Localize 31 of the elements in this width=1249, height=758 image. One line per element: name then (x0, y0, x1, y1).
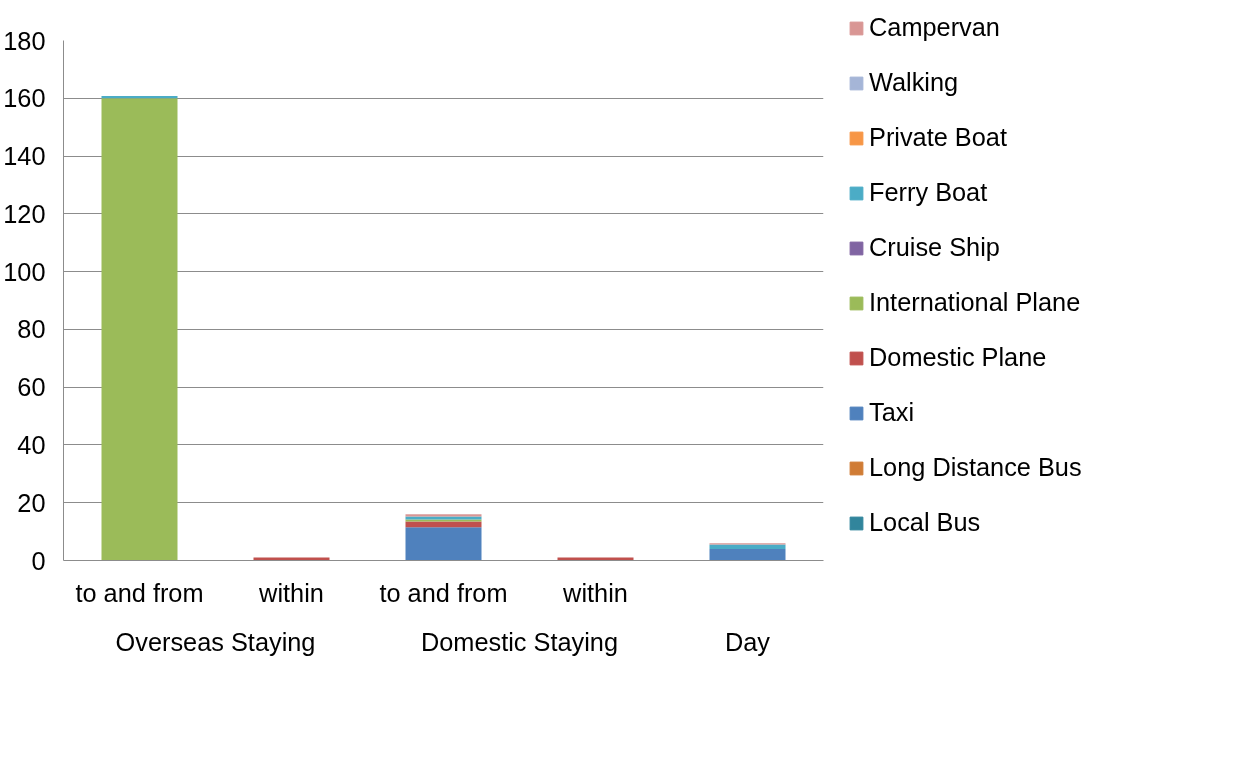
y-tick-label: 100 (3, 257, 46, 286)
y-tick-label: 80 (17, 315, 46, 344)
legend-label: Long Distance Bus (869, 453, 1082, 483)
y-tick-label: 60 (17, 373, 46, 402)
legend-label: Taxi (869, 398, 915, 428)
legend-label: Local Bus (869, 508, 981, 538)
y-tick-label: 0 (31, 546, 46, 575)
y-tick-label: 120 (3, 199, 46, 228)
text: Day (724, 627, 771, 656)
text: Overseas Staying (115, 627, 316, 656)
x-tick-label: within (258, 578, 324, 607)
legend-label: Private Boat (869, 123, 1007, 153)
y-tick-label: 40 (17, 430, 46, 459)
bar (709, 548, 786, 561)
bar (101, 98, 178, 561)
legend-label: Walking (869, 68, 959, 98)
legend-label: Cruise Ship (869, 233, 1000, 263)
legend-label: Domestic Plane (869, 343, 1047, 373)
legend-label: Campervan (869, 13, 1000, 43)
bar (405, 527, 482, 561)
x-tick-label: to and from (75, 578, 204, 607)
bar (709, 544, 786, 549)
y-tick-label: 160 (3, 84, 46, 113)
y-tick-label: 140 (3, 142, 46, 171)
legend-label: International Plane (869, 288, 1081, 318)
x-tick-label: to and from (379, 578, 508, 607)
y-tick-label: 180 (3, 26, 46, 55)
text: Domestic Staying (420, 627, 619, 656)
legend-label: Ferry Boat (869, 178, 988, 208)
y-tick-label: 20 (17, 488, 46, 517)
x-tick-label: within (562, 578, 628, 607)
